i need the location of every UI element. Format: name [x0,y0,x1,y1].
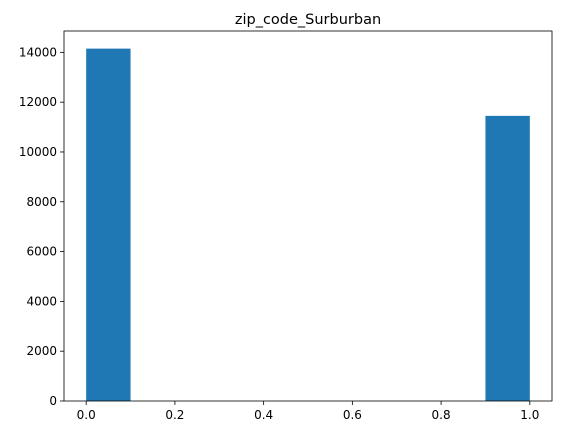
y-tick-label: 6000 [26,245,57,259]
bars-group [86,48,530,402]
axes-group: 0.0 0.2 0.4 0.6 0.8 1.0 0 2000 4000 6000 8000 10000… [19,45,540,422]
x-tick-label: 0.4 [254,408,273,422]
chart-title: zip_code_Surburban [235,12,381,28]
x-tick-label: 0.8 [432,408,451,422]
histogram-bar-9 [485,115,530,402]
y-tick-label: 10000 [19,145,57,159]
y-tick-label: 8000 [26,195,57,209]
plot-frame [63,30,553,402]
y-tick-label: 0 [49,394,57,408]
y-tick-label: 2000 [26,344,57,358]
x-tick-label: 0.2 [165,408,184,422]
x-tick-label: 1.0 [520,408,539,422]
histogram-bar-0 [86,48,131,401]
y-tick-label: 4000 [26,294,57,308]
y-tick-label: 12000 [19,95,57,109]
x-tick-label: 0.6 [343,408,362,422]
x-tick-label: 0.0 [77,408,96,422]
y-tick-label: 14000 [19,45,57,59]
